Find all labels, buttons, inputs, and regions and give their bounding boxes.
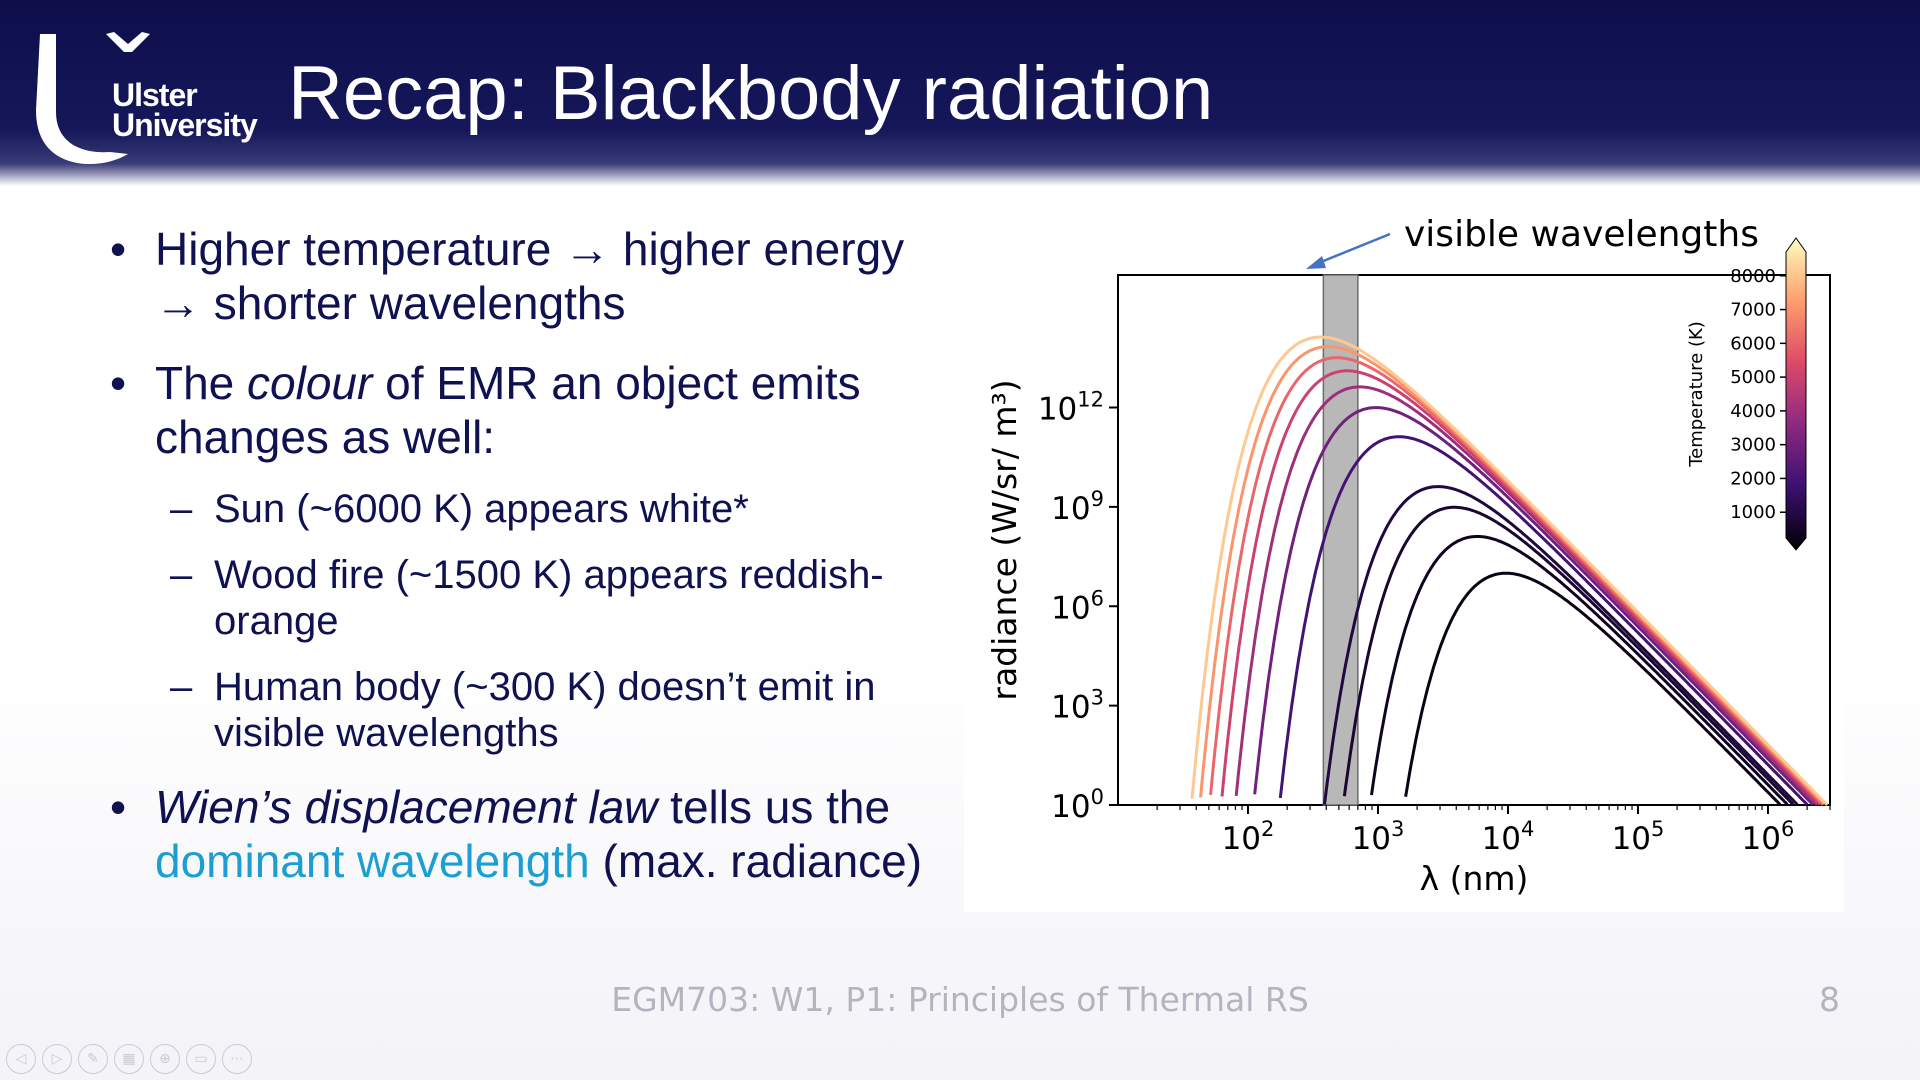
more-icon[interactable]: ⋯ <box>222 1044 252 1074</box>
dash-icon: – <box>170 553 193 597</box>
colorbar-tick-label: 5000 <box>1730 367 1776 388</box>
x-axis-label: λ (nm) <box>1420 859 1529 898</box>
logo-line-university: University <box>112 107 258 143</box>
logo-wordmark: Ulster University <box>112 77 258 143</box>
x-tick-label: 104 <box>1482 817 1535 857</box>
bullet-text-post: of EMR an object emits changes as well: <box>155 357 861 463</box>
sub-bullet-text: Sun (~6000 K) appears white* <box>214 487 749 531</box>
slides-icon[interactable]: ▦ <box>114 1044 144 1074</box>
bullet-item: • Higher temperature → higher energy → s… <box>110 222 960 330</box>
dash-icon: – <box>170 487 193 531</box>
dash-icon: – <box>170 665 193 709</box>
radiance-curve <box>1404 571 1782 806</box>
y-axis-label: radiance (W/sr/ m³) <box>985 379 1024 700</box>
radiance-curve <box>1220 369 1822 806</box>
annotation-arrow <box>1315 232 1391 266</box>
x-tick-label: 102 <box>1222 817 1275 857</box>
x-axis-ticks: 102 103 104 105 106 <box>1156 805 1831 857</box>
x-tick-label: 103 <box>1352 817 1405 857</box>
radiance-curve <box>1278 435 1809 806</box>
colorbar-tick-label: 1000 <box>1730 502 1776 523</box>
next-icon[interactable]: ▷ <box>42 1044 72 1074</box>
bullet-item: • The colour of EMR an object emits chan… <box>110 356 960 464</box>
y-tick-label: 106 <box>1051 586 1104 626</box>
prev-icon[interactable]: ◁ <box>6 1044 36 1074</box>
radiance-curve <box>1370 535 1789 806</box>
sub-bullet-item: – Sun (~6000 K) appears white* <box>110 486 960 532</box>
y-tick-label: 109 <box>1051 487 1104 527</box>
bullet-text-mid: tells us the <box>657 781 891 833</box>
x-tick-label: 106 <box>1742 817 1795 857</box>
y-axis-ticks: 100 103 106 109 1012 <box>1038 388 1118 825</box>
sub-bullet-list: – Sun (~6000 K) appears white* – Wood fi… <box>110 486 960 756</box>
radiance-curve <box>1323 485 1799 806</box>
bullet-point-icon: • <box>110 223 127 275</box>
colorbar-label: Temperature (K) <box>1686 321 1707 468</box>
bullet-text-post: (max. radiance) <box>589 835 923 887</box>
page-title: Recap: Blackbody radiation <box>288 51 1214 136</box>
y-tick-label: 100 <box>1051 785 1104 825</box>
bullet-list: • Higher temperature → higher energy → s… <box>110 222 960 914</box>
pen-icon[interactable]: ✎ <box>78 1044 108 1074</box>
radiance-curve <box>1209 356 1824 806</box>
footer-course-text: EGM703: W1, P1: Principles of Thermal RS <box>611 980 1309 1019</box>
visible-wavelengths-annotation: visible wavelengths <box>1404 214 1759 255</box>
colorbar-gradient <box>1785 237 1807 551</box>
colorbar-tick-label: 4000 <box>1730 401 1776 422</box>
bullet-text-emphasis: colour <box>247 357 373 409</box>
title-bar: Ulster University Recap: Blackbody radia… <box>0 0 1920 186</box>
radiance-curve <box>1253 406 1814 806</box>
blackbody-chart-panel: 102 103 104 105 106 100 103 106 109 1012 λ (nm) … <box>964 208 1844 912</box>
logo-line-ulster: Ulster <box>112 77 198 113</box>
ulster-university-logo <box>36 32 150 165</box>
colorbar-tick-label: 3000 <box>1730 435 1776 456</box>
colorbar-tick-label: 6000 <box>1730 333 1776 354</box>
colorbar-ticks: 1000 2000 3000 4000 5000 6000 7000 8000 <box>1730 266 1786 523</box>
bullet-text: Higher temperature → higher energy → sho… <box>155 223 905 329</box>
x-tick-label: 105 <box>1612 817 1665 857</box>
bullet-point-icon: • <box>110 357 127 409</box>
sub-bullet-item: – Human body (~300 K) doesn’t emit in vi… <box>110 664 960 756</box>
page-number: 8 <box>1819 980 1840 1019</box>
bullet-point-icon: • <box>110 781 127 833</box>
y-tick-label: 1012 <box>1038 388 1104 428</box>
radiance-curve <box>1234 385 1819 806</box>
presentation-controls: ◁ ▷ ✎ ▦ ⊕ ▭ ⋯ <box>6 1044 252 1076</box>
colorbar-tick-label: 7000 <box>1730 300 1776 321</box>
radiance-curve <box>1190 335 1829 807</box>
bullet-text-pre: The <box>155 357 248 409</box>
bullet-text-emphasis: Wien’s displacement law <box>155 781 658 833</box>
bullet-item: • Wien’s displacement law tells us the d… <box>110 780 960 888</box>
sub-bullet-text: Wood fire (~1500 K) appears reddish-oran… <box>214 553 884 643</box>
sub-bullet-item: – Wood fire (~1500 K) appears reddish-or… <box>110 552 960 644</box>
dominant-wavelength-link[interactable]: dominant wavelength <box>155 835 590 887</box>
colorbar-tick-label: 8000 <box>1730 266 1776 287</box>
radiance-curve <box>1342 505 1795 806</box>
visible-band <box>1322 274 1359 806</box>
y-tick-label: 103 <box>1051 686 1104 726</box>
arrow-head-icon <box>1306 256 1326 269</box>
colorbar-tick-label: 2000 <box>1730 468 1776 489</box>
radiance-curves <box>1190 335 1829 807</box>
colorbar: Temperature (K) 1000 2000 3000 4000 5000 6000… <box>1686 237 1807 551</box>
sub-bullet-text: Human body (~300 K) doesn’t emit in visi… <box>214 665 876 755</box>
zoom-icon[interactable]: ⊕ <box>150 1044 180 1074</box>
subtitles-icon[interactable]: ▭ <box>186 1044 216 1074</box>
